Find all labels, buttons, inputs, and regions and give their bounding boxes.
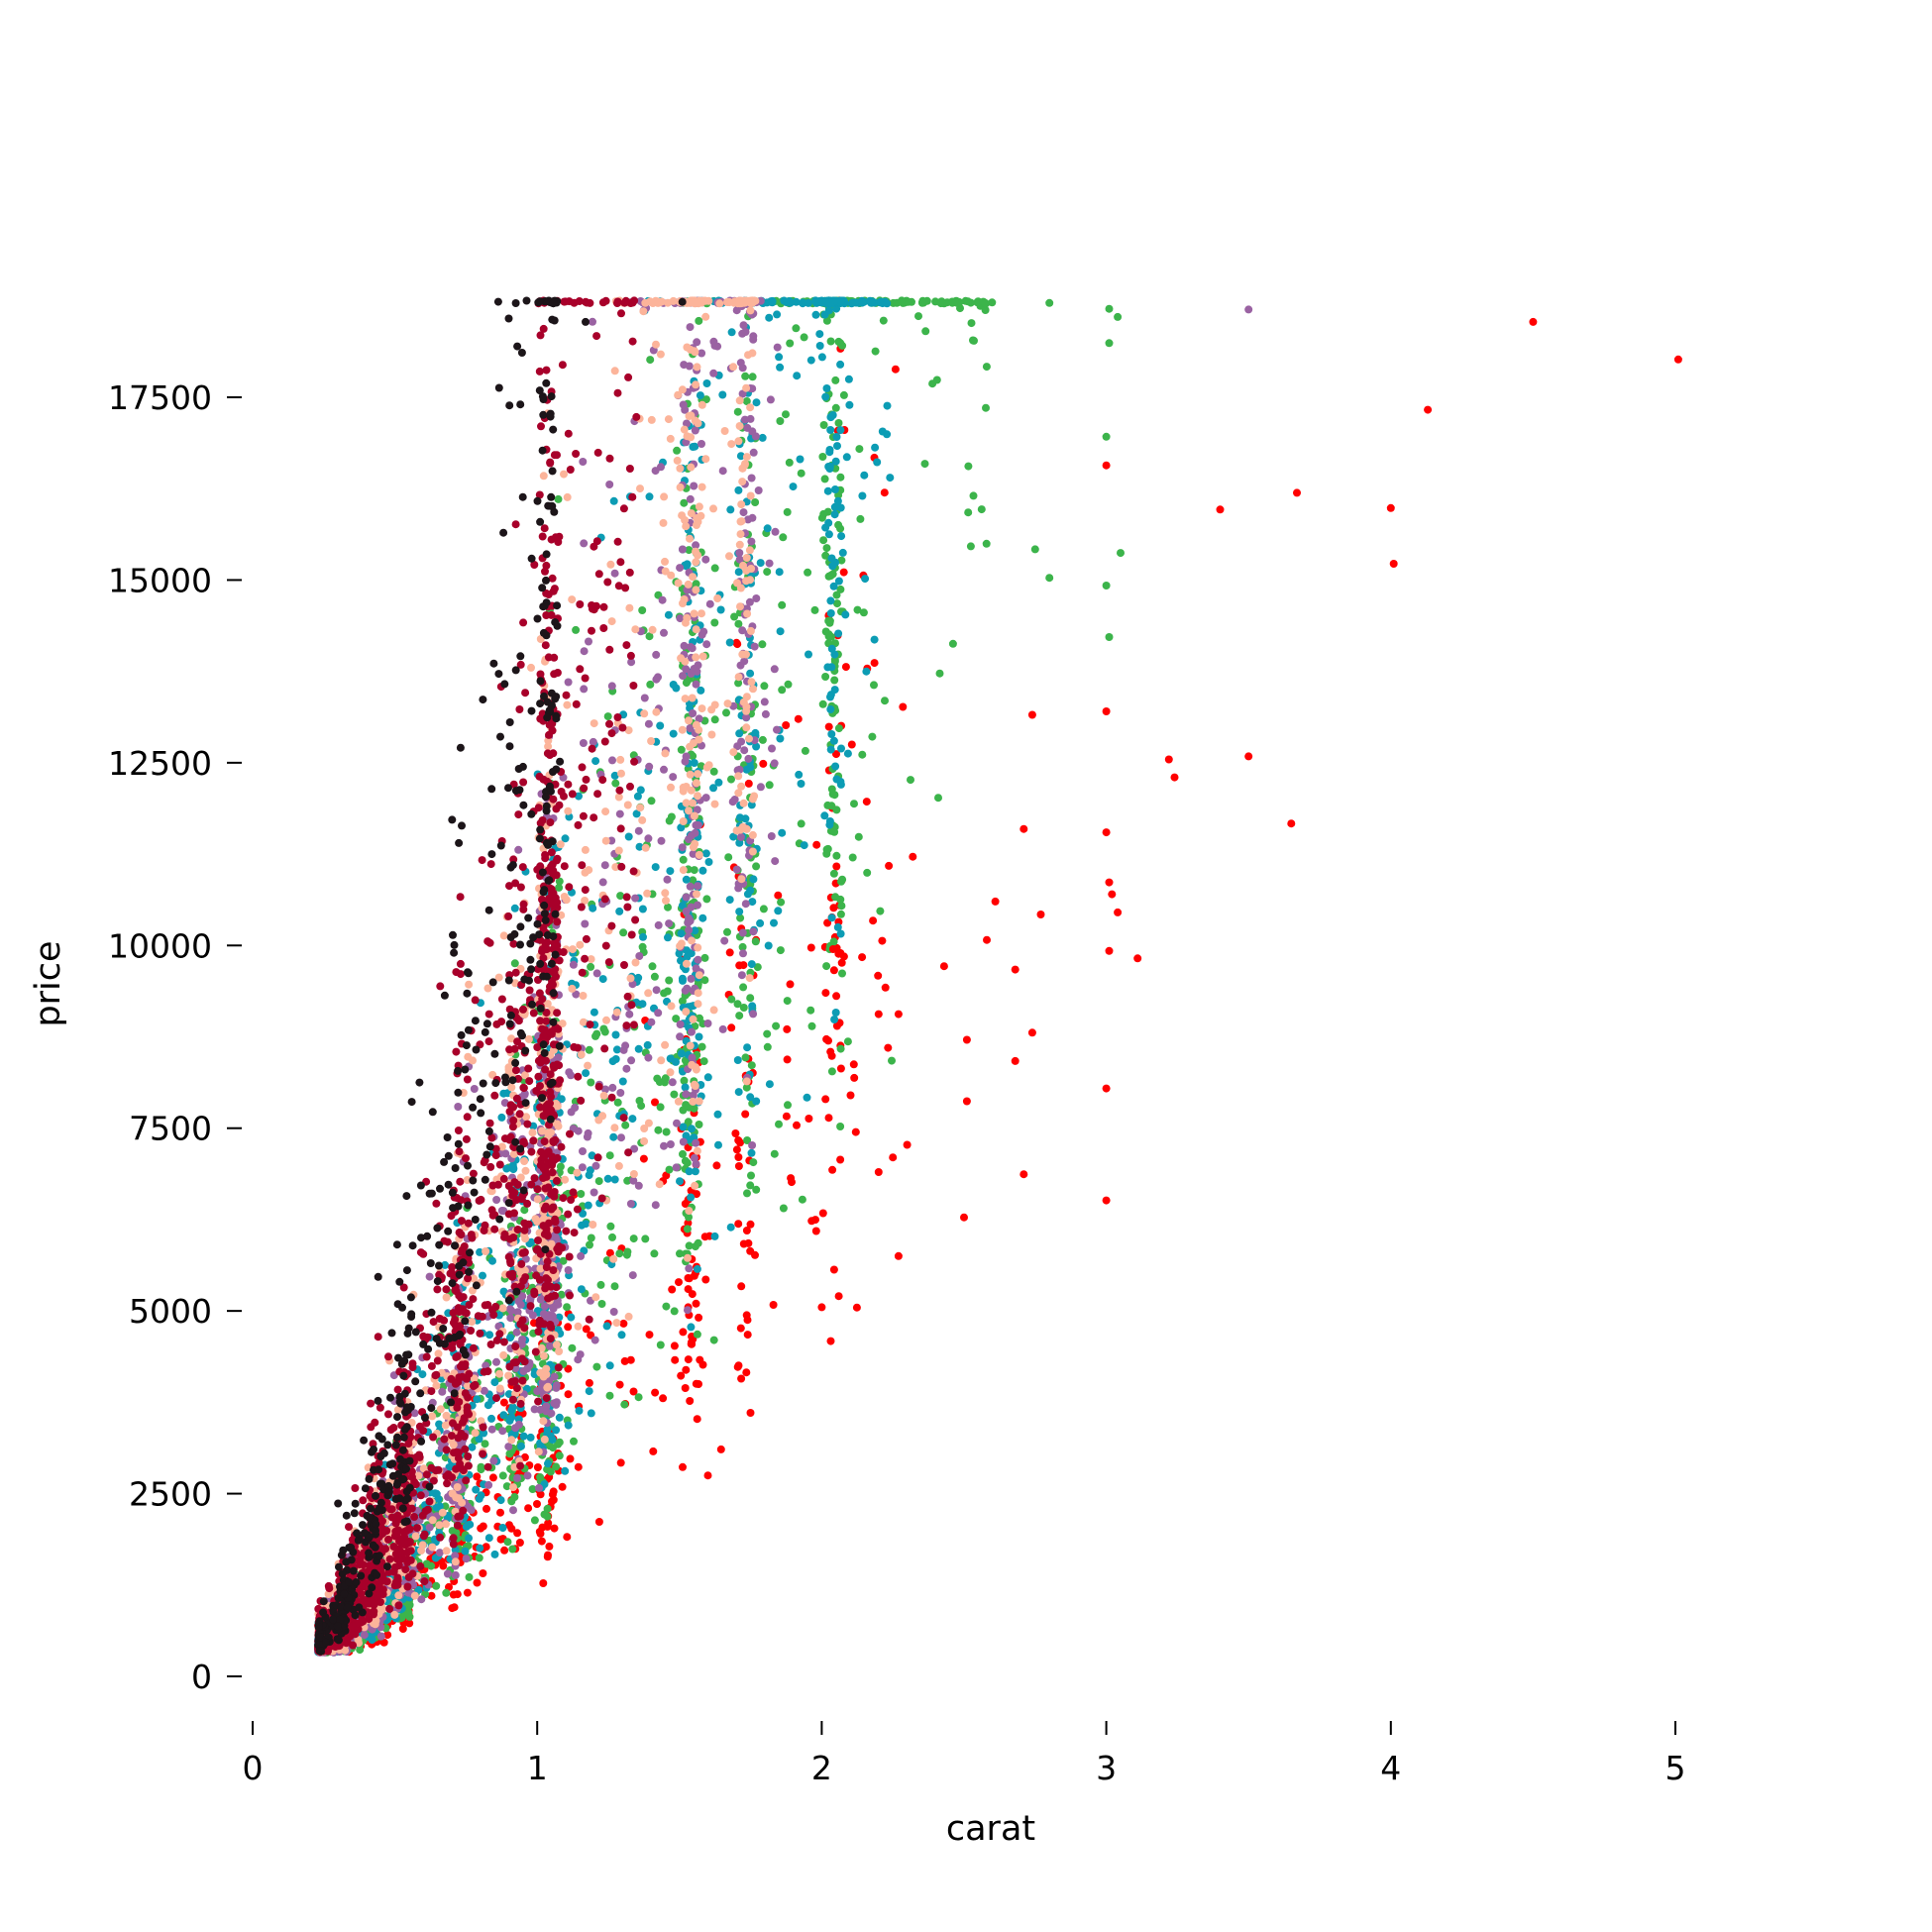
x-tick-label: 5 xyxy=(1665,1749,1686,1787)
x-tick-label: 2 xyxy=(811,1749,832,1787)
y-tick-label: 12500 xyxy=(108,744,212,783)
y-tick-label: 2500 xyxy=(129,1475,212,1514)
y-tick-label: 17500 xyxy=(108,378,212,417)
y-tick-label: 15000 xyxy=(108,561,212,599)
y-axis-label: price xyxy=(29,940,68,1026)
x-tick-label: 0 xyxy=(243,1749,264,1787)
y-axis: 0 2500 5000 7500 10000 12500 15000 17500 xyxy=(108,378,242,1696)
y-tick-label: 7500 xyxy=(129,1110,212,1148)
x-tick-label: 4 xyxy=(1380,1749,1401,1787)
y-tick-label: 10000 xyxy=(108,926,212,965)
x-tick-label: 3 xyxy=(1096,1749,1117,1787)
data-points xyxy=(314,296,1682,1657)
y-tick-label: 5000 xyxy=(129,1292,212,1331)
x-axis-label: carat xyxy=(946,1809,1035,1849)
x-axis: 0 1 2 3 4 5 xyxy=(243,1721,1686,1787)
y-tick-label: 0 xyxy=(191,1658,212,1696)
x-tick-label: 1 xyxy=(527,1749,548,1787)
